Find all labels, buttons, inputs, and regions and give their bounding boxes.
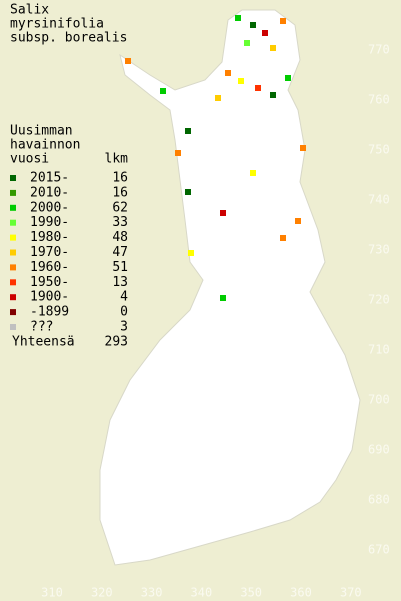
legend-label: 1950- <box>30 275 69 290</box>
legend-swatch <box>10 175 16 181</box>
y-coordinate-label: 700 <box>368 393 390 407</box>
y-coordinate-label: 710 <box>368 343 390 357</box>
legend-header: havainnon <box>10 138 80 153</box>
legend-swatch <box>10 324 16 330</box>
legend-swatch <box>10 294 16 301</box>
y-coordinate-label: 690 <box>368 443 390 457</box>
legend-label: 1960- <box>30 260 69 275</box>
legend-swatch <box>10 204 16 211</box>
legend-count: 62 <box>112 200 128 215</box>
legend-label: 1990- <box>30 215 69 230</box>
legend-count: 33 <box>112 215 128 230</box>
legend-count: 13 <box>112 275 128 290</box>
y-coordinate-label: 680 <box>368 493 390 507</box>
legend-swatch <box>10 219 16 226</box>
x-coordinate-label: 310 <box>41 586 63 600</box>
legend-count: 51 <box>112 260 128 275</box>
title-line: myrsinifolia <box>10 17 104 32</box>
legend-label: -1899 <box>30 305 69 320</box>
x-coordinate-label: 350 <box>240 586 262 600</box>
legend-total-label: Yhteensä <box>12 335 75 350</box>
legend-label: 2015- <box>30 171 69 186</box>
y-coordinate-label: 770 <box>368 43 390 57</box>
observation-squares <box>125 15 306 301</box>
legend-count: 4 <box>120 290 128 305</box>
legend-header: vuosi <box>10 152 49 167</box>
legend-label: 1900- <box>30 290 69 305</box>
legend-swatch <box>10 279 16 286</box>
y-coordinate-label: 730 <box>368 243 390 257</box>
x-coordinate-label: 340 <box>191 586 213 600</box>
legend-header: Uusimman <box>10 124 73 139</box>
legend-label: ??? <box>30 320 53 335</box>
legend-count: 16 <box>112 185 128 200</box>
y-coordinate-label: 750 <box>368 143 390 157</box>
legend-swatch <box>10 249 16 256</box>
legend-label: 2000- <box>30 200 69 215</box>
title-line: subsp. borealis <box>10 31 127 46</box>
legend-swatch <box>10 189 16 196</box>
y-coordinate-label: 760 <box>368 93 390 107</box>
title-line: Salix <box>10 3 49 18</box>
x-coordinate-label: 370 <box>340 586 362 600</box>
legend-count: 48 <box>112 230 128 245</box>
y-coordinate-label: 720 <box>368 293 390 307</box>
y-coordinate-label: 740 <box>368 193 390 207</box>
legend-label: 2010- <box>30 185 69 200</box>
legend-count-header: lkm <box>105 152 129 167</box>
legend-label: 1970- <box>30 245 69 260</box>
y-coordinate-label: 670 <box>368 543 390 557</box>
x-coordinate-label: 320 <box>91 586 113 600</box>
legend-swatch <box>10 309 16 316</box>
legend-label: 1980- <box>30 230 69 245</box>
legend-swatch <box>10 264 16 271</box>
legend-count: 0 <box>120 305 128 320</box>
legend-count: 16 <box>112 171 128 186</box>
legend-count: 47 <box>112 245 128 260</box>
x-coordinate-label: 360 <box>290 586 312 600</box>
legend-count: 3 <box>120 320 128 335</box>
legend-swatch <box>10 234 16 241</box>
x-coordinate-label: 330 <box>141 586 163 600</box>
legend-total: 293 <box>105 335 128 350</box>
